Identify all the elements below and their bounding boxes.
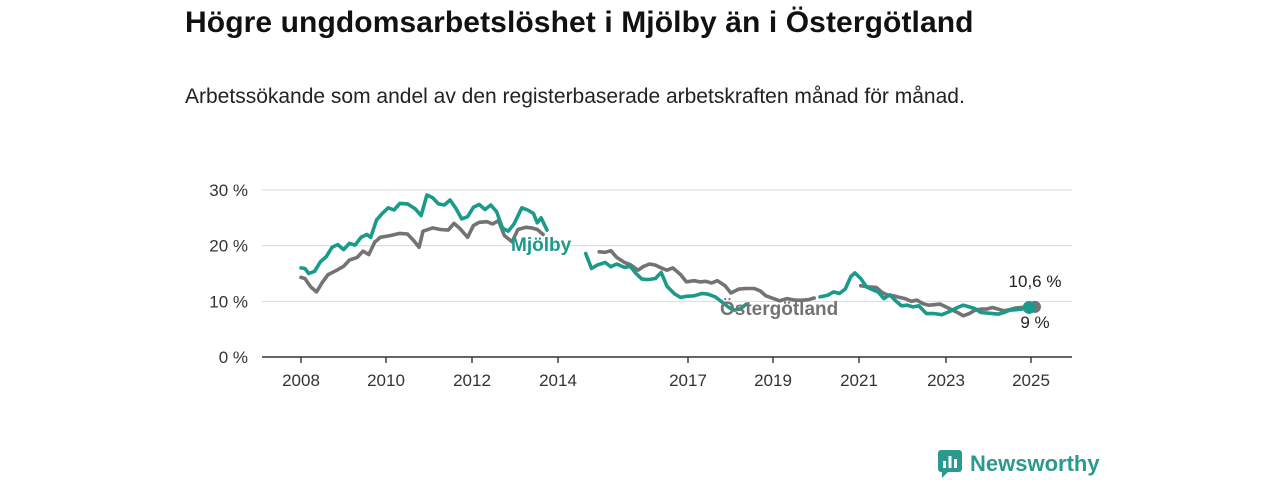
chart-subtitle: Arbetssökande som andel av den registerb… xyxy=(185,85,965,108)
series-end-point xyxy=(1022,300,1036,314)
x-tick-label: 2012 xyxy=(453,371,491,390)
x-tick-label: 2008 xyxy=(282,371,320,390)
end-value-label-mjolby: 10,6 % xyxy=(1009,272,1062,291)
y-tick-label: 10 % xyxy=(209,292,248,311)
newsworthy-logo-icon xyxy=(938,450,962,478)
y-axis-ticks: 0 % 10 % 20 % 30 % xyxy=(209,181,248,367)
x-tick-label: 2021 xyxy=(840,371,878,390)
x-axis: 2008 2010 2012 2014 2017 2019 2021 2023 2025 xyxy=(262,356,1072,390)
series-labels: Mjölby Östergötland 10,6 % 9 % xyxy=(511,235,1061,332)
y-tick-label: 0 % xyxy=(219,348,248,367)
y-tick-label: 20 % xyxy=(209,237,248,256)
x-tick-label: 2014 xyxy=(539,371,577,390)
series-line-mj-lby xyxy=(583,251,749,312)
chart-title: Högre ungdomsarbetslöshet i Mjölby än i … xyxy=(185,6,974,39)
y-tick-label: 30 % xyxy=(209,181,248,200)
x-tick-label: 2010 xyxy=(367,371,405,390)
x-tick-label: 2017 xyxy=(669,371,707,390)
series-line-mj-lby xyxy=(818,271,1031,317)
grid-lines xyxy=(262,189,1072,302)
newsworthy-logo: Newsworthy xyxy=(938,448,1100,480)
end-value-label-ostergotland: 9 % xyxy=(1020,313,1049,332)
series-lines xyxy=(299,193,1041,318)
series-line--sterg-tland xyxy=(299,218,545,294)
series-label-ostergotland: Östergötland xyxy=(720,299,838,320)
series-line-mj-lby xyxy=(299,193,549,276)
x-tick-label: 2019 xyxy=(754,371,792,390)
newsworthy-logo-text: Newsworthy xyxy=(970,451,1100,476)
x-tick-label: 2025 xyxy=(1012,371,1050,390)
series-label-mjolby: Mjölby xyxy=(511,235,572,256)
x-tick-label: 2023 xyxy=(927,371,965,390)
series-line--sterg-tland xyxy=(597,248,816,303)
